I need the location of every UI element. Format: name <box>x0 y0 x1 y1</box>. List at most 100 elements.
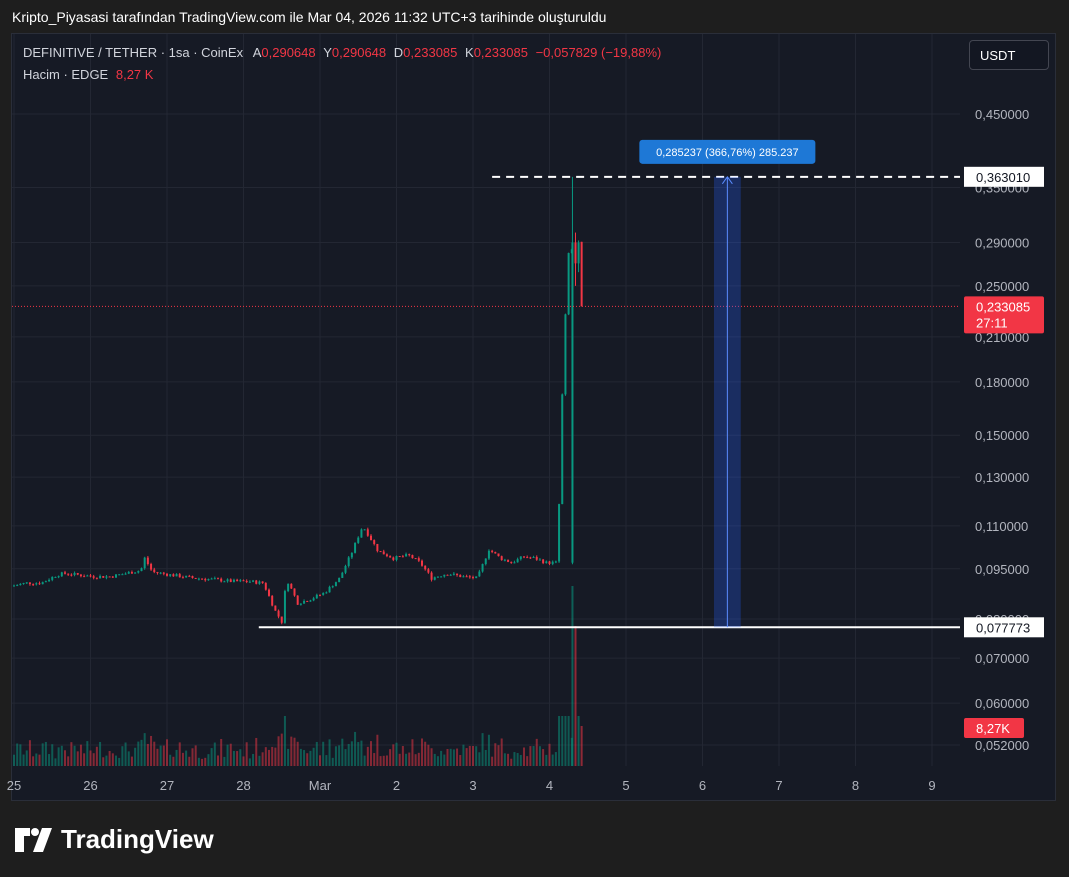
volume-bar <box>162 745 165 766</box>
volume-bar <box>105 755 108 766</box>
y-tick-label: 0,130000 <box>975 470 1029 485</box>
candle-body <box>156 572 159 574</box>
volume-bar <box>494 743 497 766</box>
candle-body <box>217 578 219 580</box>
candle-body <box>223 581 226 583</box>
candle-body <box>159 572 162 574</box>
volume-bar <box>299 748 302 766</box>
volume-bar <box>513 752 516 766</box>
volume-bar <box>405 753 408 766</box>
volume-bar <box>538 746 541 766</box>
candle-body <box>137 571 140 573</box>
volume-bar <box>28 740 31 766</box>
volume-bar <box>16 743 19 766</box>
candle-body <box>261 581 264 584</box>
candle-body <box>513 562 516 564</box>
volume-bar <box>108 751 111 766</box>
candle-body <box>478 571 481 577</box>
x-tick-label: 4 <box>546 778 553 793</box>
candle-body <box>86 575 89 577</box>
volume-label: Hacim · EDGE <box>23 67 109 82</box>
tradingview-logo[interactable]: TradingView <box>15 824 214 855</box>
candle-body <box>331 586 334 588</box>
volume-bar <box>370 741 372 766</box>
x-tick-label: 8 <box>852 778 859 793</box>
price-legend: DEFINITIVE / TETHER · 1sa · CoinEx A0,29… <box>23 45 661 60</box>
volume-bar <box>398 753 401 766</box>
candle-body <box>277 610 280 617</box>
candle-body <box>242 580 245 582</box>
candle-body <box>83 576 86 578</box>
candle-body <box>315 594 318 599</box>
volume-bar <box>13 754 15 766</box>
x-tick-label: 28 <box>236 778 250 793</box>
volume-bar <box>268 749 270 766</box>
candle-body <box>580 241 583 307</box>
candle-body <box>162 572 165 574</box>
volume-bar <box>350 741 353 766</box>
candle-body <box>201 578 204 580</box>
candle-body <box>357 537 360 543</box>
volume-bar <box>185 750 188 766</box>
open-value: 0,290648 <box>261 45 316 60</box>
candle-body <box>197 578 200 580</box>
candle-body <box>491 550 494 552</box>
candle-body <box>440 576 443 578</box>
candle-body <box>143 557 146 569</box>
y-tick-label: 0,110000 <box>975 519 1028 534</box>
measure-label: 0,285237 (366,76%) 285.237 <box>656 147 799 159</box>
volume-bar <box>411 739 414 766</box>
candle-body <box>411 555 414 559</box>
candle-body <box>207 579 210 581</box>
volume-bar <box>296 741 299 766</box>
volume-bar <box>201 758 204 766</box>
candle-body <box>264 583 267 590</box>
volume-bar <box>408 752 411 766</box>
volume-bar <box>465 748 468 766</box>
volume-bar <box>124 742 127 766</box>
volume-bar <box>264 747 267 766</box>
candle-body <box>19 583 22 586</box>
volume-bar <box>545 754 548 766</box>
candle-body <box>452 573 455 575</box>
volume-bar <box>440 750 443 766</box>
volume-bar <box>213 742 216 766</box>
candle-body <box>373 540 376 544</box>
volume-bar <box>561 716 564 766</box>
volume-bar <box>290 736 293 766</box>
candle-body <box>48 579 51 582</box>
candle-body <box>130 572 133 574</box>
volume-bar <box>236 751 239 766</box>
candle-body <box>191 576 194 578</box>
volume-bar <box>443 754 446 766</box>
volume-bar <box>478 752 481 766</box>
volume-bar <box>239 749 242 766</box>
candle-body <box>169 574 172 576</box>
volume-bar <box>382 755 385 766</box>
volume-bars <box>13 586 583 766</box>
candle-body <box>427 569 430 573</box>
volume-bar <box>421 738 423 766</box>
volume-bar <box>95 746 98 766</box>
volume-bar <box>389 749 392 766</box>
volume-bar <box>344 749 347 766</box>
volume-bar <box>248 758 251 766</box>
currency-button[interactable]: USDT <box>969 40 1049 70</box>
x-tick-label: 5 <box>622 778 629 793</box>
low-label: D <box>393 45 404 60</box>
volume-bar <box>484 750 487 766</box>
candle-body <box>328 586 331 593</box>
candle-body <box>115 574 117 578</box>
candle-body <box>16 585 19 587</box>
candle-body <box>487 550 490 559</box>
price-label: 0,077773 <box>976 620 1030 635</box>
volume-bar <box>118 757 121 766</box>
candle-body <box>405 554 408 557</box>
volume-bar <box>529 746 532 766</box>
candle-body <box>210 578 213 580</box>
volume-bar <box>491 756 494 766</box>
candle-body <box>287 583 290 592</box>
chart-panel[interactable] <box>11 33 1056 801</box>
candles <box>13 176 583 625</box>
